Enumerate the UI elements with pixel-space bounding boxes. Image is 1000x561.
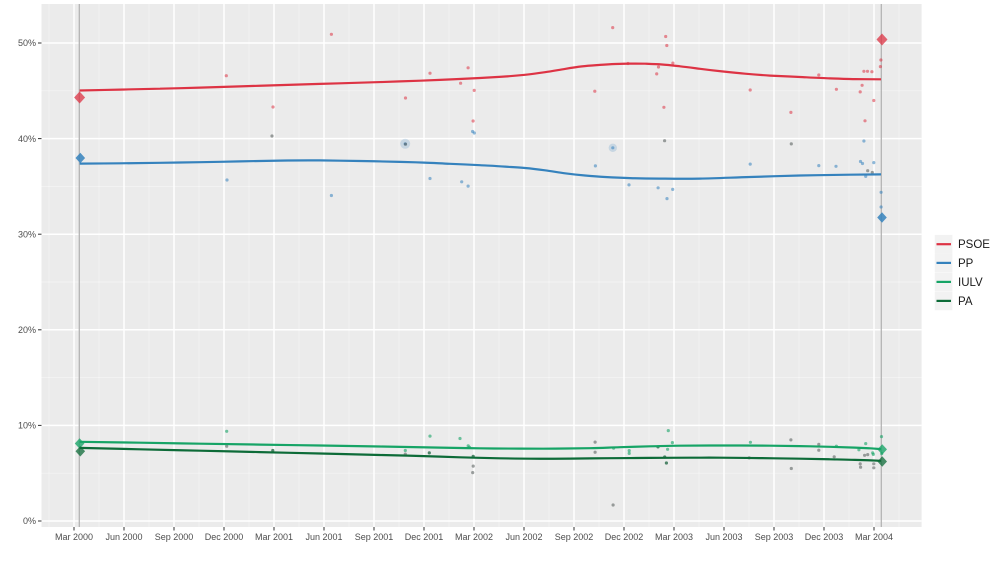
svg-text:Sep 2001: Sep 2001 bbox=[355, 532, 394, 542]
svg-text:10%: 10% bbox=[18, 421, 36, 431]
svg-text:Sep 2000: Sep 2000 bbox=[155, 532, 194, 542]
svg-text:50%: 50% bbox=[18, 38, 36, 48]
svg-text:Mar 2004: Mar 2004 bbox=[855, 532, 893, 542]
svg-text:40%: 40% bbox=[18, 134, 36, 144]
svg-text:IULV: IULV bbox=[958, 277, 983, 289]
svg-text:Dec 2003: Dec 2003 bbox=[805, 532, 844, 542]
svg-text:Jun 2001: Jun 2001 bbox=[305, 532, 342, 542]
svg-text:30%: 30% bbox=[18, 229, 36, 239]
svg-text:PA: PA bbox=[958, 296, 973, 308]
svg-text:Jun 2003: Jun 2003 bbox=[705, 532, 742, 542]
svg-text:Mar 2000: Mar 2000 bbox=[55, 532, 93, 542]
svg-text:PP: PP bbox=[958, 258, 974, 270]
svg-text:20%: 20% bbox=[18, 325, 36, 335]
svg-text:Jun 2002: Jun 2002 bbox=[505, 532, 542, 542]
svg-text:Jun 2000: Jun 2000 bbox=[105, 532, 142, 542]
svg-text:0%: 0% bbox=[23, 516, 36, 526]
svg-text:PSOE: PSOE bbox=[958, 239, 990, 251]
svg-text:Dec 2000: Dec 2000 bbox=[205, 532, 244, 542]
svg-text:Dec 2001: Dec 2001 bbox=[405, 532, 444, 542]
svg-text:Mar 2003: Mar 2003 bbox=[655, 532, 693, 542]
svg-text:Dec 2002: Dec 2002 bbox=[605, 532, 644, 542]
svg-text:Sep 2003: Sep 2003 bbox=[755, 532, 794, 542]
svg-text:Mar 2001: Mar 2001 bbox=[255, 532, 293, 542]
svg-text:Mar 2002: Mar 2002 bbox=[455, 532, 493, 542]
svg-text:Sep 2002: Sep 2002 bbox=[555, 532, 594, 542]
